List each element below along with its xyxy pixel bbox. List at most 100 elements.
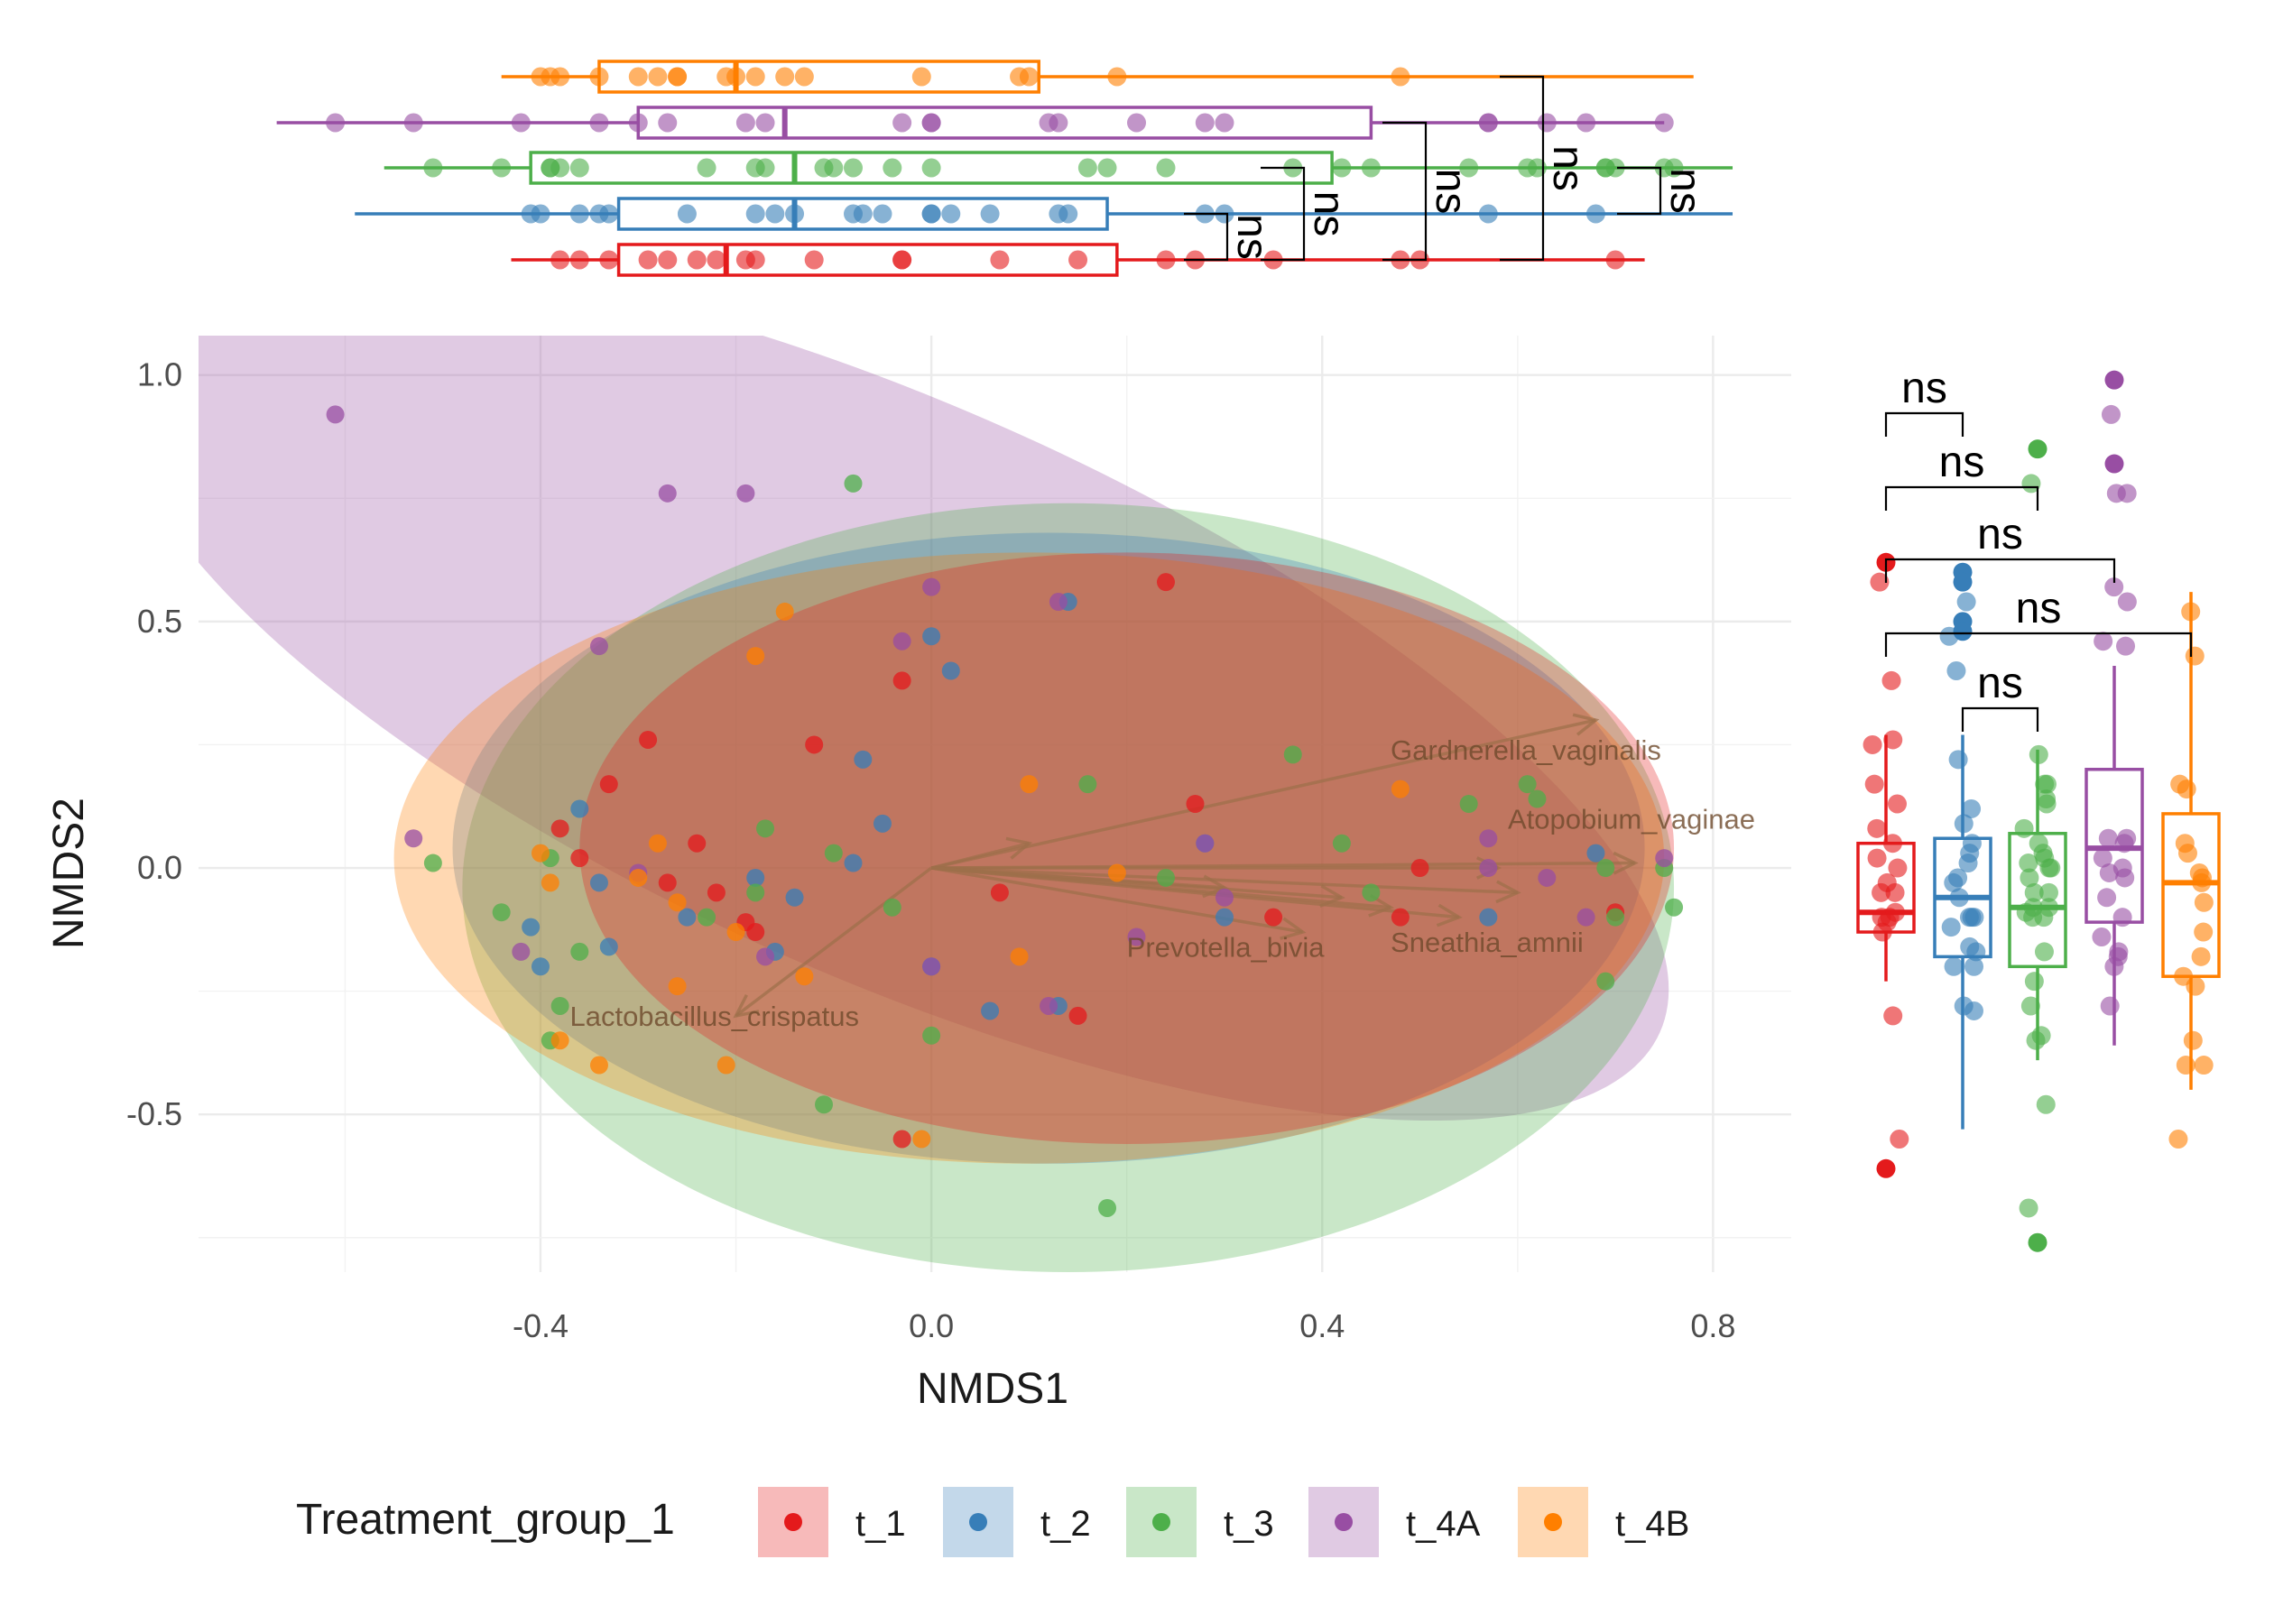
top-point-t_1 <box>1156 250 1176 270</box>
legend-dot-t_2 <box>969 1513 987 1531</box>
right-outlier-t_4A <box>2104 370 2124 390</box>
point-t_3 <box>1078 775 1097 794</box>
right-point-t_3 <box>2014 818 2034 838</box>
point-t_3 <box>550 996 569 1015</box>
right-point-t_4B <box>2191 946 2211 966</box>
y-tick-label: 0.5 <box>137 603 182 640</box>
right-point-t_4A <box>2117 592 2137 612</box>
point-t_3 <box>1362 883 1381 902</box>
vector-arrow <box>735 866 933 1018</box>
top-point-t_2 <box>1585 204 1605 224</box>
point-t_2 <box>854 750 873 769</box>
right-point-t_3 <box>2038 882 2058 902</box>
right-point-t_2 <box>1939 626 1959 646</box>
right-point-t_3 <box>2020 996 2040 1016</box>
legend: Treatment_group_1 t_1 t_2 t_3 t_4A t_4B <box>296 1487 1689 1557</box>
top-point-t_3 <box>1077 158 1097 178</box>
right-point-t_4A <box>2112 908 2132 927</box>
right-point-t_4B <box>2185 646 2205 666</box>
right-point-t_2 <box>1964 1001 1983 1020</box>
right-point-t_3 <box>2035 774 2055 794</box>
ellipse-t_3 <box>462 503 1675 1272</box>
right-outlier-t_3 <box>2028 1232 2048 1252</box>
right-point-t_2 <box>1960 844 1980 863</box>
top-point-t_1 <box>1605 250 1625 270</box>
top-point-t_4A <box>1654 113 1674 133</box>
top-point-t_4A <box>658 113 678 133</box>
vector-arrow <box>931 866 1518 895</box>
vector-arrowhead <box>1436 903 1463 927</box>
point-t_3 <box>1596 859 1615 878</box>
right-point-t_3 <box>2019 854 2038 873</box>
top-point-t_3 <box>814 158 834 178</box>
point-t_2 <box>599 937 618 956</box>
top-point-t_4A <box>1127 113 1147 133</box>
point-t_3 <box>1098 1198 1117 1217</box>
point-t_4B <box>1010 947 1029 966</box>
top-point-t_4A <box>892 113 912 133</box>
right-point-t_3 <box>2021 474 2041 494</box>
point-t_3 <box>1332 834 1351 853</box>
top-point-t_2 <box>785 204 805 224</box>
point-t_2 <box>1215 908 1234 927</box>
top-point-t_4A <box>921 113 941 133</box>
x-axis-title: NMDS1 <box>917 1365 1068 1413</box>
right-comparison-label: ns <box>1977 511 2023 558</box>
top-box-t_1 <box>616 243 1119 277</box>
point-t_4A <box>736 484 755 503</box>
right-point-t_4A <box>2104 956 2124 976</box>
point-t_1 <box>1156 573 1175 592</box>
point-t_4A <box>1215 888 1234 907</box>
legend-dot-t_4A <box>1335 1513 1353 1531</box>
right-point-t_1 <box>1877 912 1897 932</box>
point-t_4A <box>1040 996 1058 1015</box>
right-point-t_4A <box>2104 577 2124 597</box>
top-comparison-bracket <box>1261 166 1306 262</box>
top-point-t_4A <box>326 113 346 133</box>
top-point-t_3 <box>1332 158 1352 178</box>
top-box-t_2 <box>616 197 1109 231</box>
right-point-t_2 <box>1956 592 1976 612</box>
top-comparison-label: ns <box>1427 169 1474 215</box>
top-point-t_2 <box>1049 204 1068 224</box>
right-point-t_1 <box>1867 818 1887 838</box>
right-point-t_3 <box>2024 972 2044 992</box>
top-point-t_4A <box>511 113 531 133</box>
top-point-t_4B <box>648 67 668 87</box>
point-t_4A <box>922 577 941 596</box>
top-point-t_3 <box>492 158 512 178</box>
point-t_3 <box>883 898 901 917</box>
point-t_4A <box>1049 593 1068 612</box>
top-point-t_1 <box>569 250 589 270</box>
right-point-t_1 <box>1890 1129 1909 1149</box>
top-point-t_3 <box>423 158 443 178</box>
top-point-t_4A <box>589 113 609 133</box>
point-t_1 <box>658 873 677 892</box>
point-t_3 <box>570 942 589 961</box>
y-tick-label: 0.0 <box>137 849 182 886</box>
top-comparison-bracket <box>1382 121 1428 262</box>
point-t_3 <box>1459 795 1478 813</box>
right-point-t_4B <box>2181 602 2201 622</box>
point-t_4B <box>550 1031 569 1050</box>
top-point-t_3 <box>921 158 941 178</box>
top-point-t_4A <box>755 113 775 133</box>
right-point-t_1 <box>1882 834 1902 854</box>
right-point-t_1 <box>1883 1006 1903 1026</box>
top-point-t_4B <box>541 67 560 87</box>
point-t_2 <box>1479 908 1498 927</box>
point-t_3 <box>824 844 843 863</box>
top-point-t_2 <box>569 204 589 224</box>
top-point-t_4B <box>794 67 814 87</box>
right-point-t_4B <box>2194 892 2214 912</box>
point-t_1 <box>707 883 726 902</box>
point-t_2 <box>844 854 863 872</box>
point-t_2 <box>922 627 941 646</box>
top-point-t_2 <box>599 204 619 224</box>
top-point-t_3 <box>755 158 775 178</box>
vector-arrow <box>930 866 1343 900</box>
top-point-t_1 <box>687 250 707 270</box>
right-point-t_1 <box>1885 882 1905 902</box>
point-t_3 <box>1283 745 1302 764</box>
